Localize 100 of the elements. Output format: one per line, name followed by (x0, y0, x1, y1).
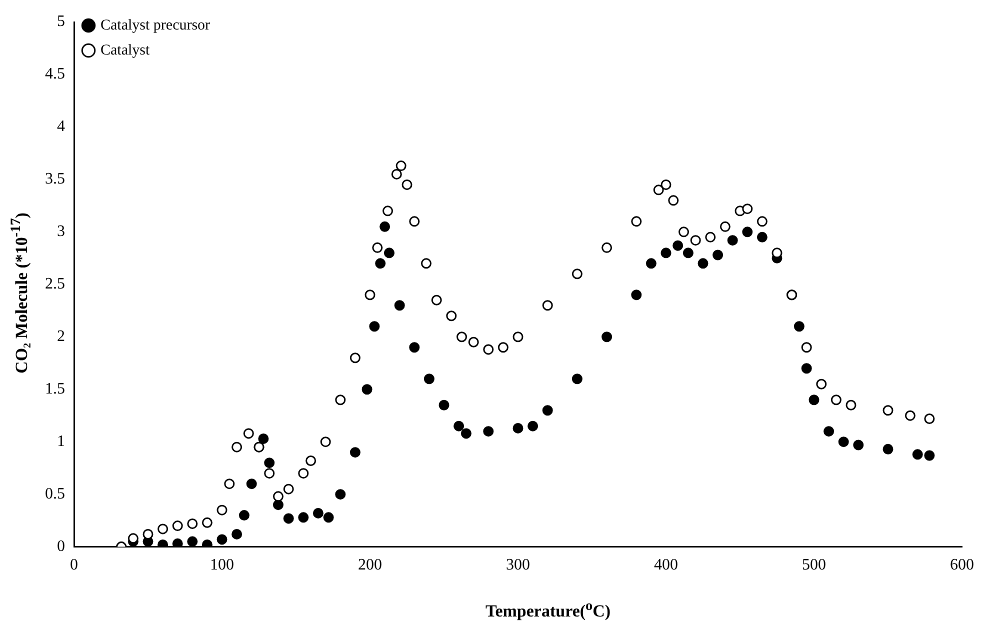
legend-label: Catalyst (100, 42, 150, 58)
point (653, 184, 664, 196)
point (668, 195, 679, 206)
point (682, 248, 694, 258)
point (924, 414, 935, 424)
point (431, 294, 442, 306)
point (246, 478, 257, 490)
point (172, 538, 183, 547)
point (742, 226, 753, 238)
point (306, 455, 316, 466)
point (512, 332, 524, 342)
point (128, 533, 138, 544)
point (542, 300, 553, 311)
point (646, 258, 656, 269)
point (794, 321, 804, 332)
y-tick-label: 4 (57, 118, 65, 136)
point (801, 363, 812, 374)
point (384, 248, 394, 258)
point (456, 332, 468, 342)
y-tick-label: 1.5 (45, 380, 65, 398)
point (924, 450, 935, 461)
point (402, 179, 412, 190)
point (631, 216, 642, 227)
point (264, 468, 275, 479)
point (409, 216, 420, 227)
point (742, 204, 753, 214)
point (904, 410, 916, 421)
point (756, 232, 768, 242)
point (424, 374, 434, 384)
point (772, 248, 782, 258)
point (830, 394, 842, 406)
point (572, 268, 582, 280)
point (202, 517, 212, 528)
point (672, 240, 684, 251)
point (420, 258, 432, 269)
y-tick-label: 2.5 (45, 276, 65, 293)
point (912, 449, 923, 460)
point (391, 168, 402, 180)
y-tick-label: 1 (57, 433, 65, 450)
point (298, 468, 309, 479)
point (846, 400, 856, 410)
point (460, 428, 472, 439)
point (528, 420, 538, 432)
x-tick-label: 100 (210, 556, 234, 574)
point (382, 206, 394, 216)
y-tick-label: 4.5 (45, 66, 65, 83)
point (720, 221, 730, 232)
point (283, 484, 294, 494)
point (438, 400, 450, 410)
point (572, 374, 582, 384)
point (542, 405, 553, 416)
point (498, 342, 508, 353)
point (364, 290, 376, 300)
point (698, 258, 708, 269)
point (483, 426, 494, 437)
y-tick-label: 5 (57, 13, 65, 30)
point (512, 422, 524, 434)
y-tick-label: 3 (57, 223, 65, 240)
point (243, 428, 254, 439)
y-tick-label: 0 (57, 538, 65, 556)
point (727, 235, 738, 246)
point (335, 394, 346, 406)
point (216, 504, 228, 516)
y-tick-label: 2 (57, 328, 65, 346)
point (172, 520, 183, 532)
point (272, 491, 284, 502)
point (362, 384, 372, 395)
point (372, 242, 383, 253)
point (660, 248, 672, 258)
point (320, 436, 331, 448)
point (712, 250, 724, 260)
point (409, 342, 420, 353)
point (216, 534, 228, 545)
point (660, 179, 672, 190)
point (224, 478, 235, 490)
point (838, 436, 849, 448)
point (705, 232, 716, 242)
x-tick-label: 500 (802, 556, 826, 574)
legend-label: Catalyst precursor (100, 17, 210, 34)
point (369, 321, 380, 332)
point (283, 513, 294, 524)
point (142, 528, 154, 540)
point (238, 510, 250, 521)
x-tick-label: 400 (654, 556, 678, 574)
point (468, 336, 479, 348)
point (678, 226, 690, 238)
point (631, 290, 642, 300)
x-tick-label: 300 (506, 556, 530, 574)
y-tick-label: 0.5 (45, 486, 65, 503)
point (264, 458, 275, 468)
point (882, 405, 894, 416)
y-tick-label: 3.5 (45, 170, 65, 188)
x-axis-title: Temperature($^{o}$C) (485, 598, 611, 622)
point (335, 489, 346, 500)
point (375, 258, 386, 269)
x-tick-label: 200 (358, 556, 382, 574)
point (394, 300, 405, 311)
point (824, 426, 834, 437)
point (816, 378, 827, 390)
point (312, 508, 324, 518)
